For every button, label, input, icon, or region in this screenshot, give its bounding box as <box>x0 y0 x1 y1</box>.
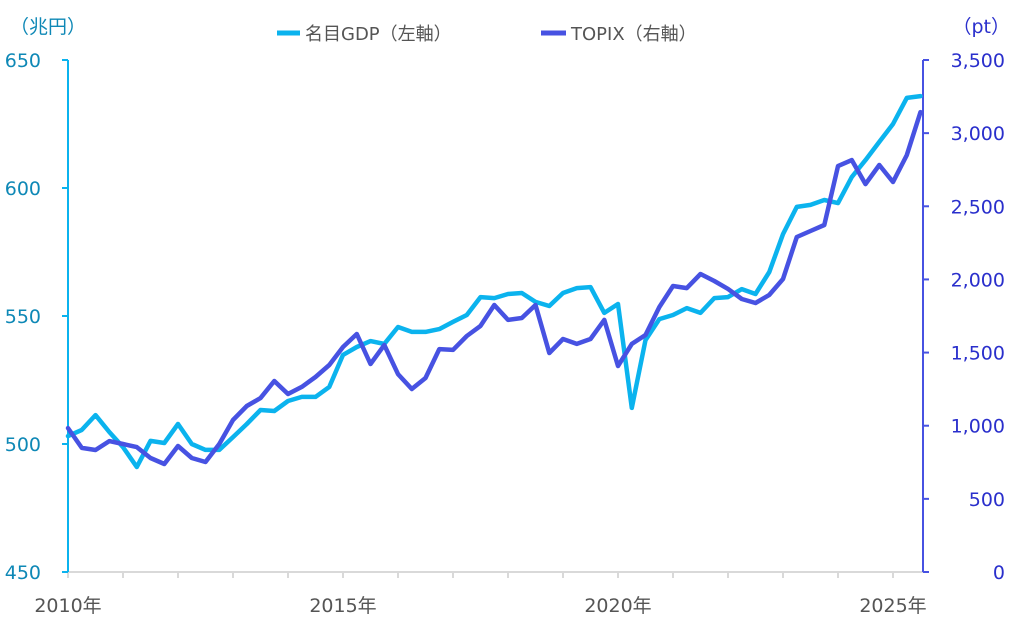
x-tick-label: 2020年 <box>584 595 651 617</box>
x-tick-label: 2015年 <box>309 595 376 617</box>
x-tick-label: 2025年 <box>859 595 926 617</box>
right-tick-label: 1,500 <box>951 343 1005 365</box>
left-tick-label: 650 <box>5 50 41 72</box>
gdp-line <box>65 93 923 470</box>
right-tick-label: 0 <box>993 562 1005 584</box>
left-tick-label: 600 <box>5 178 41 200</box>
legend-topix-label: TOPIX（右軸） <box>570 24 697 45</box>
right-tick-label: 500 <box>969 489 1005 511</box>
left-tick-label: 550 <box>5 306 41 328</box>
topix-line <box>65 109 923 467</box>
left-tick-label: 500 <box>5 434 41 456</box>
right-axis-unit: （pt） <box>952 16 1010 38</box>
left-axis-unit: （兆円） <box>10 16 86 38</box>
legend: 名目GDP（左軸） TOPIX（右軸） <box>277 24 697 45</box>
x-tick-label: 2010年 <box>34 595 101 617</box>
left-tick-label: 450 <box>5 562 41 584</box>
legend-gdp-label: 名目GDP（左軸） <box>305 24 452 45</box>
right-tick-label: 3,500 <box>951 50 1005 72</box>
right-tick-label: 2,500 <box>951 196 1005 218</box>
right-tick-label: 1,000 <box>951 416 1005 438</box>
right-tick-label: 2,000 <box>951 269 1005 291</box>
right-tick-label: 3,000 <box>951 123 1005 145</box>
